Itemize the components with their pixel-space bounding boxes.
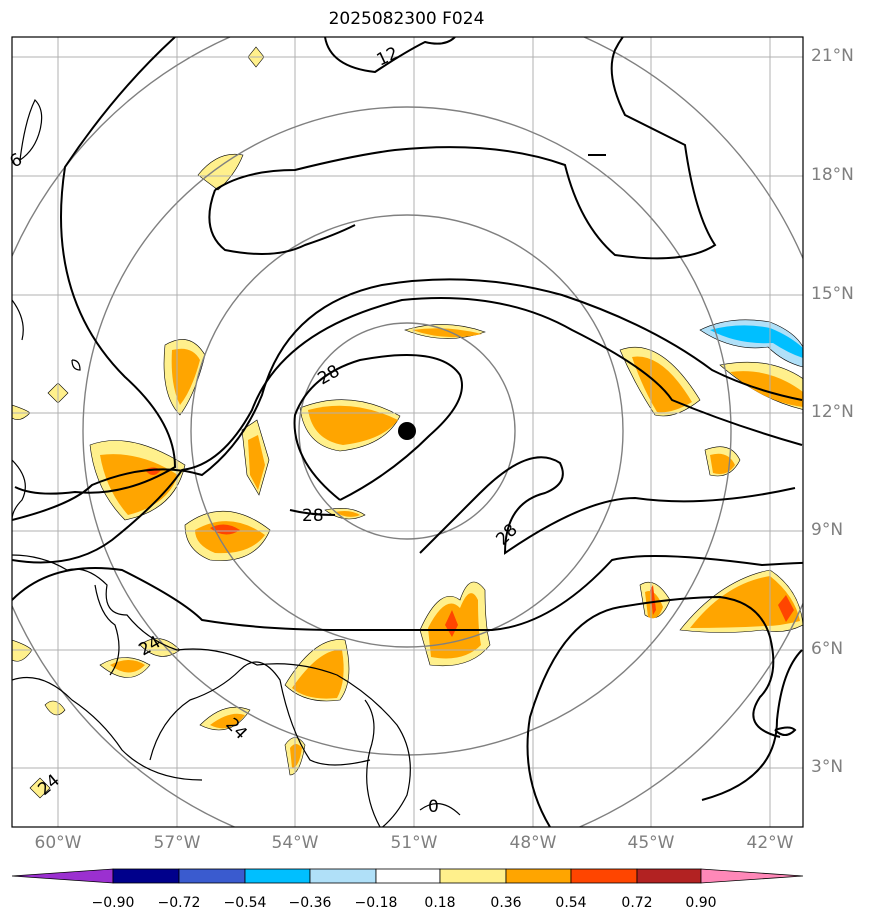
coast-segment — [12, 676, 203, 781]
field-region — [110, 660, 145, 673]
contour-line — [12, 278, 803, 521]
colorbar-tick-label: 0.36 — [490, 895, 522, 911]
colorbar-tick-label: −0.18 — [354, 895, 398, 911]
lon-label: 42°W — [746, 833, 794, 853]
contour-line — [12, 555, 803, 632]
colorbar-tick-label: −0.72 — [157, 895, 201, 911]
field-region — [412, 328, 482, 338]
field-region — [29, 777, 51, 799]
lat-label: 21°N — [811, 46, 854, 66]
field-region — [690, 576, 800, 628]
colorbar-segment — [11, 868, 114, 884]
range-ring — [298, 322, 516, 540]
field-region — [292, 649, 344, 699]
contour-line — [208, 189, 356, 255]
range-rings — [12, 37, 803, 827]
field-region — [290, 744, 302, 768]
field-region — [730, 371, 803, 407]
colorbar-segment — [636, 868, 702, 884]
colorbar-tick-label: 0.18 — [424, 895, 456, 911]
coast-segment — [19, 98, 43, 161]
colorbar-segment — [700, 868, 804, 884]
contour-line — [774, 726, 797, 736]
contour-label: 28 — [315, 361, 344, 389]
lon-label: 54°W — [271, 833, 319, 853]
contour-line — [419, 456, 796, 555]
colorbar-segment — [570, 868, 638, 884]
field-region — [710, 325, 803, 358]
coast-segment — [12, 459, 26, 521]
field-region — [248, 435, 265, 490]
graticule — [12, 37, 803, 827]
field-region — [778, 595, 794, 622]
field-region — [210, 524, 240, 535]
field-region — [12, 639, 33, 662]
colorbar-segment — [178, 868, 246, 884]
field-region — [308, 405, 398, 445]
coastline — [12, 98, 461, 827]
colorbar-segment — [244, 868, 311, 884]
contour-line — [14, 37, 177, 495]
colorbar-tick-label: 0.90 — [685, 895, 717, 911]
colorbar-segment — [112, 868, 180, 884]
contour-label: 6 — [7, 150, 26, 173]
contour-line — [214, 37, 717, 260]
coast-segment — [149, 661, 371, 766]
lat-label: 9°N — [811, 520, 844, 540]
colorbar-segment — [505, 868, 572, 884]
colorbar-segment — [375, 868, 441, 884]
field-region — [210, 713, 245, 729]
field-region — [632, 356, 692, 413]
colorbar-tick-label: −0.90 — [91, 895, 135, 911]
colorbar-tick-label: −0.36 — [288, 895, 332, 911]
map-title: 2025082300 F024 — [328, 9, 485, 29]
lon-label: 48°W — [509, 833, 557, 853]
coast-segment — [94, 584, 120, 676]
field-region — [197, 153, 244, 191]
lat-label: 12°N — [811, 402, 854, 422]
contour-label: 28 — [302, 506, 324, 526]
lat-label: 15°N — [811, 284, 854, 304]
contour-line — [289, 509, 336, 516]
lat-label: 3°N — [811, 757, 844, 777]
lon-label: 60°W — [34, 833, 82, 853]
lat-label: 18°N — [811, 165, 854, 185]
colorbar-tick-label: 0.72 — [621, 895, 653, 911]
coast-segment — [419, 803, 461, 816]
contour-label: 0 — [428, 797, 439, 817]
field-region — [44, 700, 66, 716]
colorbar-tick-label: −0.54 — [223, 895, 267, 911]
contour-line — [293, 354, 463, 501]
range-ring — [190, 214, 624, 648]
range-ring — [82, 106, 732, 756]
contour-line — [12, 297, 803, 564]
lon-label: 45°W — [627, 833, 675, 853]
colorbar-tick-label: 0.54 — [555, 895, 587, 911]
storm-center-marker — [398, 422, 416, 440]
coast-segment — [71, 359, 81, 371]
lat-label: 6°N — [811, 639, 844, 659]
field-region — [171, 348, 200, 405]
contour-label: 12 — [374, 43, 402, 70]
contour-line — [324, 37, 456, 74]
contour-line — [526, 595, 781, 827]
colorbar — [11, 868, 804, 884]
coast-segment — [364, 699, 381, 827]
field-region — [12, 404, 31, 420]
range-ring — [12, 37, 803, 827]
field-region — [335, 511, 360, 517]
map-frame — [11, 36, 804, 828]
colorbar-segment — [439, 868, 507, 884]
lon-label: 57°W — [153, 833, 201, 853]
colorbar-segment — [309, 868, 377, 884]
lon-label: 51°W — [390, 833, 438, 853]
contour-line — [701, 649, 803, 801]
coast-segment — [12, 299, 24, 341]
contours — [12, 37, 803, 827]
